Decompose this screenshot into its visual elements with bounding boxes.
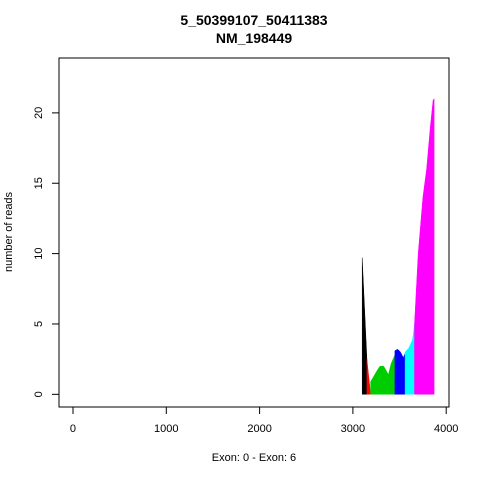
y-tick-label: 10 [33,247,45,259]
exon-series-layer [361,98,435,395]
x-tick-label: 4000 [434,423,458,435]
exon-5-area [414,98,435,395]
y-tick-label: 0 [33,391,45,397]
y-tick-label: 15 [33,177,45,189]
chart-title-line2: NM_198449 [216,30,292,46]
x-axis: 0 1000 2000 3000 4000 [70,406,458,435]
exon-4-area [404,323,415,395]
y-tick-label: 20 [33,107,45,119]
chart-title-line1: 5_50399107_50411383 [180,12,327,28]
exon-0-area [361,257,368,395]
y-tick-label: 5 [33,321,45,327]
y-axis-label: number of reads [3,191,15,272]
x-tick-label: 1000 [154,423,178,435]
plot-frame [58,57,450,408]
x-tick-label: 3000 [341,423,365,435]
exon-3-area [394,348,406,395]
x-axis-label: Exon: 0 - Exon: 6 [212,452,296,464]
x-tick-label: 2000 [247,423,271,435]
y-axis: 0 5 10 15 20 [33,107,60,397]
x-tick-label: 0 [70,423,76,435]
exon-1-area [366,359,371,395]
exon-2-area [370,354,396,395]
